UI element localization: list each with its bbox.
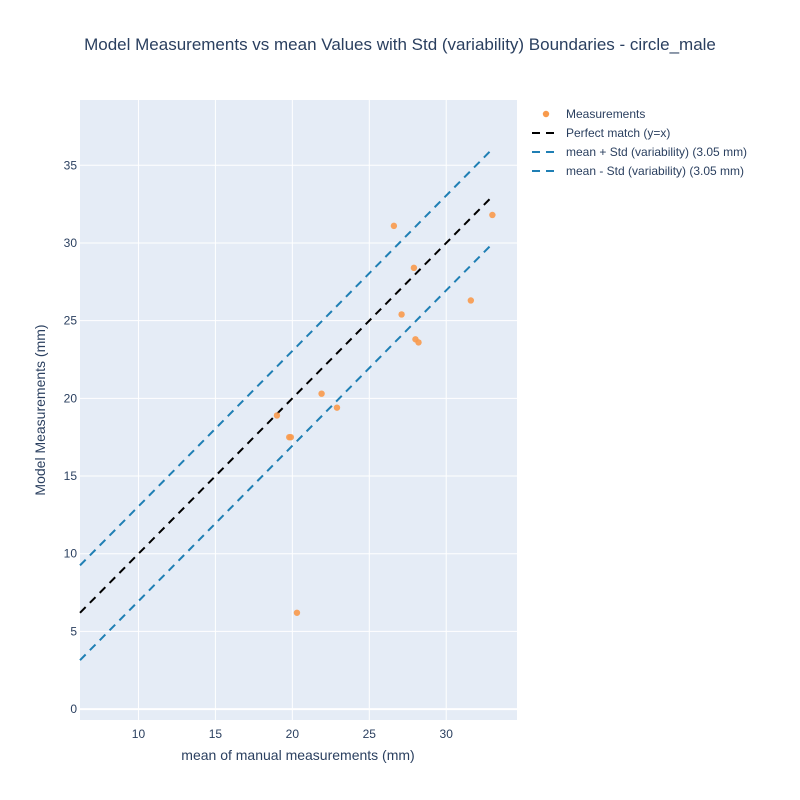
scatter-point	[390, 222, 398, 230]
scatter-point	[489, 211, 496, 219]
scatter-point	[410, 264, 418, 272]
y-tick-label: 25	[64, 314, 78, 328]
scatter-point	[273, 412, 281, 419]
chart-title: Model Measurements vs mean Values with S…	[84, 35, 716, 54]
legend-item[interactable]: Perfect match (y=x)	[532, 126, 670, 140]
scatter-point	[398, 311, 405, 318]
scatter-point	[415, 339, 422, 346]
legend-item[interactable]: Measurements	[542, 107, 646, 121]
x-tick-label: 15	[209, 727, 223, 741]
y-axis-title: Model Measurements (mm)	[32, 324, 48, 495]
y-tick-label: 5	[70, 624, 77, 638]
scatter-point	[467, 297, 475, 304]
legend[interactable]: Measurements Perfect match (y=x) mean + St…	[532, 107, 747, 178]
x-tick-label: 20	[286, 727, 300, 741]
scatter-point	[333, 404, 341, 411]
x-tick-label: 25	[363, 727, 377, 741]
x-axis-title: mean of manual measurements (mm)	[181, 747, 414, 763]
gridlines	[80, 100, 517, 720]
legend-item[interactable]: mean - Std (variability) (3.05 mm)	[532, 164, 744, 178]
scatter-points	[273, 211, 496, 616]
y-axis-ticks: 0 5 10 15 20 25 30 35	[64, 158, 78, 716]
y-tick-label: 10	[64, 547, 78, 561]
legend-label: Measurements	[566, 107, 645, 121]
legend-marker	[542, 110, 550, 118]
y-tick-label: 0	[70, 702, 77, 716]
y-tick-label: 20	[64, 391, 78, 405]
legend-label: Perfect match (y=x)	[566, 126, 670, 140]
x-tick-label: 10	[132, 727, 146, 741]
x-tick-label: 30	[440, 727, 454, 741]
scatter-point	[293, 609, 301, 616]
scatter-point	[287, 433, 295, 441]
y-tick-label: 35	[64, 158, 78, 172]
legend-label: mean + Std (variability) (3.05 mm)	[566, 145, 747, 159]
plot-background	[80, 100, 517, 720]
x-axis-ticks: 10 15 20 25 30	[132, 727, 453, 741]
scatter-point	[318, 390, 325, 397]
y-tick-label: 15	[64, 469, 78, 483]
legend-label: mean - Std (variability) (3.05 mm)	[566, 164, 744, 178]
legend-item[interactable]: mean + Std (variability) (3.05 mm)	[532, 145, 747, 159]
y-tick-label: 30	[64, 236, 78, 250]
